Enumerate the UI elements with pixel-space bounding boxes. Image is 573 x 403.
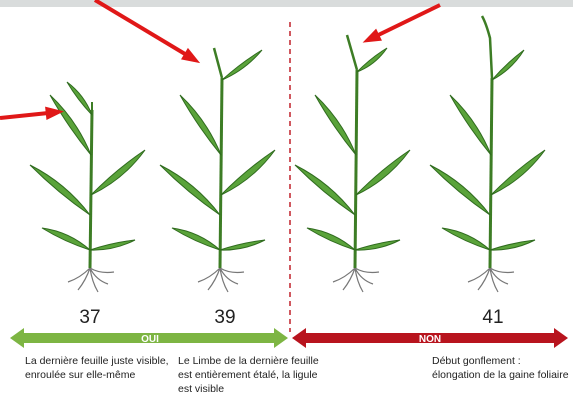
top-band [0,0,573,7]
stage-description: enroulée sur elle-même [25,369,135,381]
no-label: NON [419,334,441,345]
stem [220,78,222,268]
stage-description: est entièrement étalé, la ligule [178,369,318,381]
diagram: OUI NON 37 39 41 La dernière feuille jus… [0,0,573,403]
stem [355,70,357,268]
stage-number: 41 [482,307,503,328]
stem [490,78,492,268]
stage-number: 37 [79,307,100,328]
stage-description: élongation de la gaine foliaire [432,369,569,381]
yes-label: OUI [141,334,159,345]
stage-description: Le Limbe de la dernière feuille [178,355,319,367]
stage-description: La dernière feuille juste visible, [25,355,169,367]
stage-description: Début gonflement : [432,355,521,367]
stage-description: est visible [178,383,224,395]
stem [90,110,92,268]
stage-number: 39 [214,307,235,328]
